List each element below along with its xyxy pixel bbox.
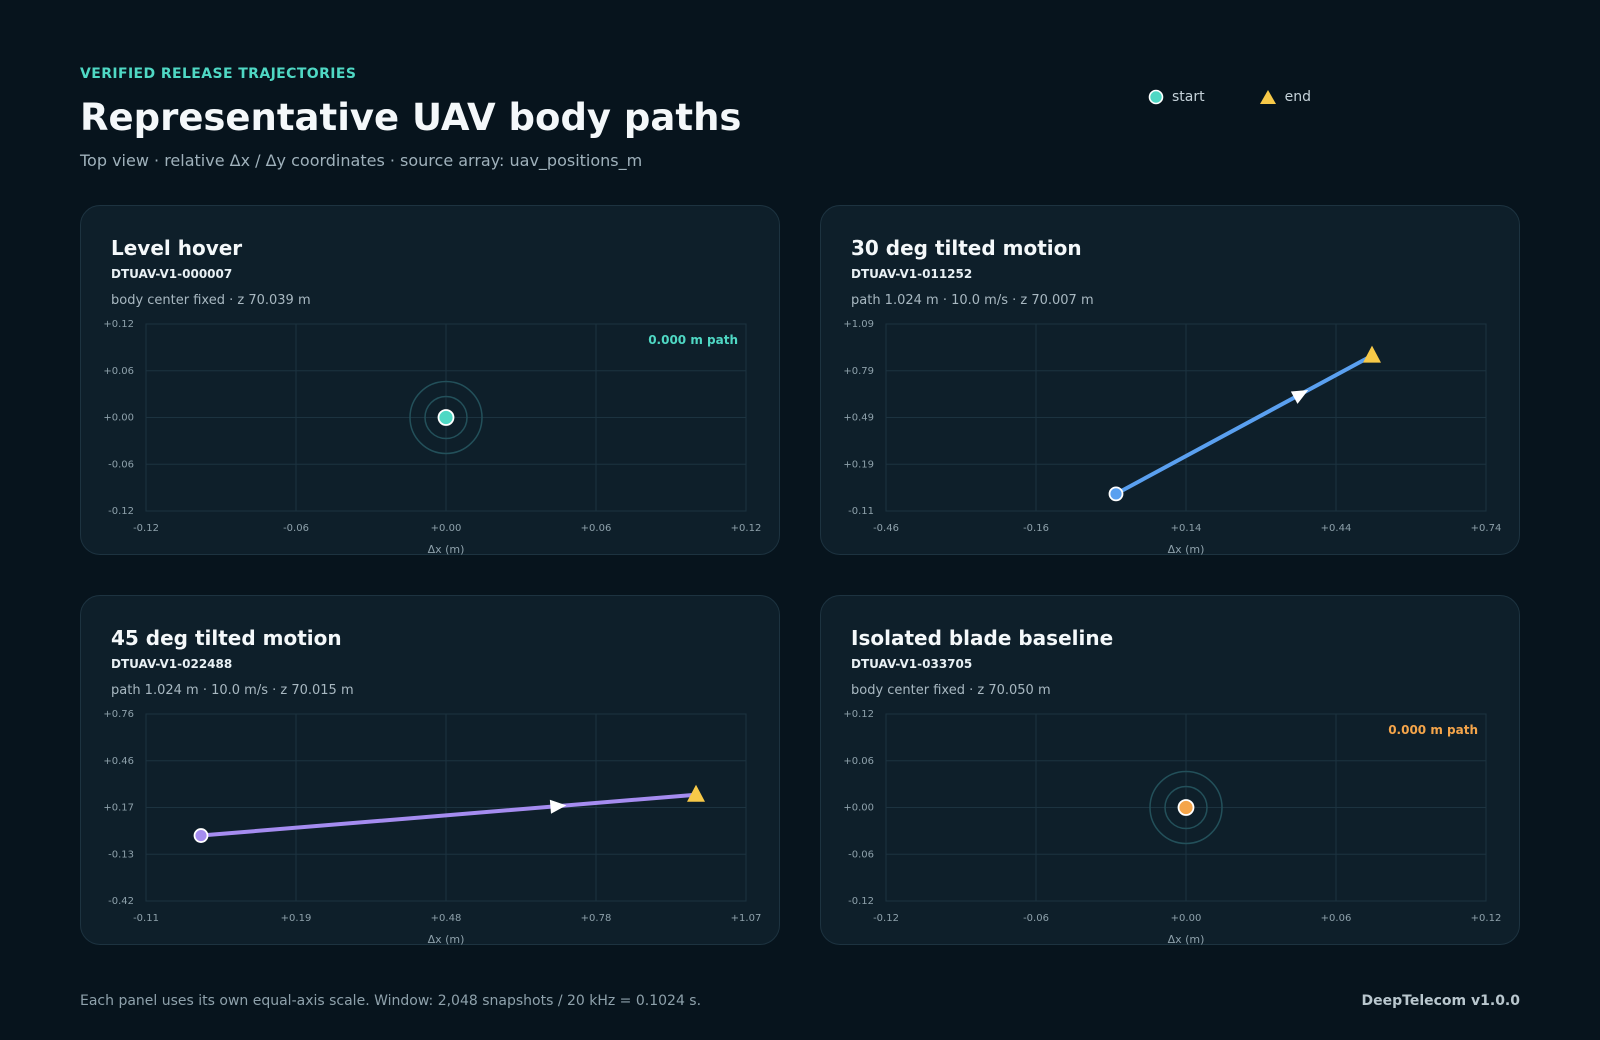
x-tick-label: +0.19 [281,913,312,924]
y-tick-label: -0.06 [108,459,134,470]
panel-description: path 1.024 m · 10.0 m/s · z 70.015 m [111,683,354,698]
panel-id: DTUAV-V1-033705 [851,657,973,671]
legend: start end [1148,89,1365,105]
x-tick-label: +0.44 [1321,523,1352,534]
footer-note: Each panel uses its own equal-axis scale… [80,993,702,1009]
x-tick-label: +0.00 [431,523,462,534]
panel-title: 30 deg tilted motion [851,236,1082,260]
y-tick-label: -0.12 [848,896,874,907]
start-marker-icon [1148,89,1164,105]
y-tick-label: +0.17 [103,803,134,814]
x-tick-label: +0.48 [431,913,462,924]
path-length-annotation: 0.000 m path [1388,723,1478,737]
y-tick-label: +0.06 [843,756,874,767]
panel-title: Level hover [111,236,243,260]
start-point [1108,486,1124,502]
plot-frame [145,323,747,512]
x-axis-label: Δx (m) [428,543,465,556]
y-tick-label: +0.06 [103,366,134,377]
x-tick-label: +0.78 [581,913,612,924]
x-tick-label: -0.12 [133,523,159,534]
y-tick-label: +0.00 [843,803,874,814]
panel-description: path 1.024 m · 10.0 m/s · z 70.007 m [851,293,1094,308]
start-point [437,409,455,426]
panel-level-hover: Level hover DTUAV-V1-000007 body center … [80,205,780,556]
hover-ring-inner [424,395,468,440]
y-tick-label: +0.46 [103,756,134,767]
x-tick-label: -0.16 [1023,523,1049,534]
panel-30deg-tilted: 30 deg tilted motion DTUAV-V1-011252 pat… [820,205,1520,556]
legend-end: end [1259,89,1311,105]
x-tick-label: -0.06 [283,523,309,534]
x-tick-label: +0.14 [1171,523,1202,534]
plot-frame [145,713,747,902]
path-length-annotation: 0.000 m path [648,333,738,347]
plot-frame [885,323,1487,512]
panel-isolated-blade: Isolated blade baseline DTUAV-V1-033705 … [820,595,1520,946]
y-tick-label: +0.12 [843,709,874,720]
trajectory-plot: -0.12 -0.06 +0.00 +0.06 +0.12 +0.12 +0.06 +0.00… [103,319,762,556]
page-subtitle: Top view · relative Δx / Δy coordinates … [80,151,643,170]
plot-frame [885,713,1487,902]
legend-start: start [1148,89,1205,105]
y-tick-label: +0.00 [103,413,134,424]
trajectory-plot: -0.11 +0.19 +0.48 +0.78 +1.07 +0.76 +0.46 +0.17… [103,709,762,946]
x-axis-label: Δx (m) [428,933,465,946]
y-tick-label: +0.49 [843,413,874,424]
y-tick-label: +0.79 [843,366,874,377]
end-point [1363,345,1381,363]
x-tick-label: +0.12 [731,523,762,534]
x-tick-label: +0.06 [1321,913,1352,924]
panel-description: body center fixed · z 70.039 m [111,293,311,308]
x-tick-label: +0.12 [1471,913,1502,924]
y-tick-label: +0.76 [103,709,134,720]
hover-ring-outer [1149,770,1223,845]
x-tick-label: -0.06 [1023,913,1049,924]
y-tick-label: +0.19 [843,459,874,470]
direction-arrow [549,799,567,814]
x-tick-label: +0.00 [1171,913,1202,924]
panel-id: DTUAV-V1-000007 [111,267,233,281]
panel-45deg-tilted: 45 deg tilted motion DTUAV-V1-022488 pat… [80,595,780,946]
panel-title: Isolated blade baseline [851,626,1114,650]
x-axis-label: Δx (m) [1168,933,1205,946]
trajectory-plot: -0.12 -0.06 +0.00 +0.06 +0.12 +0.12 +0.06 +0.00… [843,709,1502,946]
legend-end-label: end [1284,89,1311,105]
page-title: Representative UAV body paths [80,96,742,139]
y-tick-label: -0.42 [108,896,134,907]
y-tick-label: -0.06 [848,849,874,860]
y-tick-label: -0.12 [108,506,134,517]
x-tick-label: +0.06 [581,523,612,534]
footer-brand: DeepTelecom v1.0.0 [1361,993,1520,1009]
x-tick-label: -0.46 [873,523,899,534]
trajectory-plot: -0.46 -0.16 +0.14 +0.44 +0.74 +1.09 +0.79 +0.49… [843,319,1502,556]
panel-id: DTUAV-V1-011252 [851,267,973,281]
x-tick-label: -0.12 [873,913,899,924]
panel-id: DTUAV-V1-022488 [111,657,233,671]
trajectory-line [1114,353,1374,496]
x-tick-label: +0.74 [1471,523,1502,534]
x-axis-label: Δx (m) [1168,543,1205,556]
y-tick-label: -0.11 [848,506,874,517]
end-point [687,784,705,802]
trajectory-line [199,792,698,838]
y-tick-label: -0.13 [108,849,134,860]
page-eyebrow: VERIFIED RELEASE TRAJECTORIES [80,66,357,82]
end-marker-icon [1259,90,1276,104]
hover-ring-outer [409,380,483,455]
y-tick-label: +1.09 [843,319,874,330]
legend-start-label: start [1172,89,1205,105]
x-tick-label: -0.11 [133,913,159,924]
y-tick-label: +0.12 [103,319,134,330]
hover-ring-inner [1164,785,1208,830]
x-tick-label: +1.07 [731,913,762,924]
panel-title: 45 deg tilted motion [111,626,342,650]
start-point [1177,799,1195,816]
direction-arrow [1290,390,1309,404]
start-point [193,828,209,843]
panel-description: body center fixed · z 70.050 m [851,683,1051,698]
